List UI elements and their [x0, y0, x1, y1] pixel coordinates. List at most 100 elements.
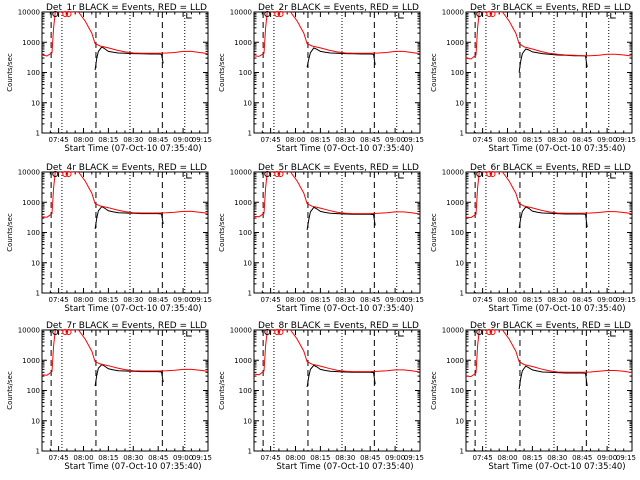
series-line-lld	[466, 12, 632, 60]
x-tick-label: 09:15	[192, 136, 212, 144]
series-line-lld	[42, 172, 208, 218]
y-axis-label: Counts/sec	[430, 213, 438, 252]
y-tick-label: 1	[460, 130, 464, 138]
peak-marker	[476, 11, 483, 17]
y-axis-label: Counts/sec	[6, 53, 14, 92]
series-line-lld	[254, 172, 420, 218]
x-tick-label: 07:45	[473, 136, 493, 144]
x-tick-label: 09:00	[173, 296, 193, 304]
peak-marker	[62, 171, 69, 177]
peak-marker	[65, 11, 72, 17]
series-line-events	[518, 365, 588, 390]
y-axis-label: Counts/sec	[6, 213, 14, 252]
y-tick-label: 100	[239, 69, 252, 77]
x-tick-label: 09:00	[597, 454, 617, 462]
peak-marker	[65, 329, 72, 335]
x-tick-label: 09:15	[192, 454, 212, 462]
plot-frame	[41, 11, 209, 134]
y-tick-label: 10	[243, 99, 252, 107]
x-axis-label: Start Time (07-Oct-10 07:35:40)	[276, 462, 413, 472]
chart-title: Det_1r BLACK = Events, RED = LLD	[46, 3, 207, 13]
peak-marker	[489, 11, 496, 17]
x-tick-label: 08:30	[547, 296, 567, 304]
x-tick-label: 08:45	[360, 454, 380, 462]
y-tick-label: 10000	[230, 9, 252, 17]
y-axis-label: Counts/sec	[218, 213, 226, 252]
chart-panel-7: Det_7r BLACK = Events, RED = LLD 07:45 08:…	[6, 321, 212, 472]
peak-marker	[486, 329, 493, 335]
plot-frame	[253, 11, 421, 134]
series-line-lld	[42, 330, 208, 376]
x-tick-label: 09:00	[385, 296, 405, 304]
chart-panel-2: Det_2r BLACK = Events, RED = LLD 07:45 08:…	[218, 3, 424, 154]
y-tick-label: 10	[455, 99, 464, 107]
x-tick-label: 08:30	[123, 454, 143, 462]
x-tick-label: 08:15	[98, 454, 118, 462]
bracket-marker	[610, 331, 616, 337]
y-tick-label: 100	[27, 387, 40, 395]
chart-title: Det_8r BLACK = Events, RED = LLD	[258, 321, 419, 331]
y-tick-label: 10	[31, 259, 40, 267]
series-group	[466, 172, 632, 229]
y-tick-label: 100	[27, 229, 40, 237]
y-tick-label: 1000	[446, 39, 464, 47]
y-tick-label: 10000	[18, 327, 40, 335]
x-tick-label: 08:15	[98, 136, 118, 144]
x-tick-label: 08:00	[285, 296, 305, 304]
y-tick-label: 100	[27, 69, 40, 77]
y-tick-label: 10	[243, 259, 252, 267]
peak-marker	[274, 329, 281, 335]
y-tick-label: 1000	[22, 199, 40, 207]
series-line-events	[306, 206, 376, 231]
x-tick-label: 08:30	[547, 136, 567, 144]
chart-panel-6: Det_6r BLACK = Events, RED = LLD 07:45 08:…	[430, 163, 636, 314]
x-tick-label: 08:45	[360, 136, 380, 144]
series-line-lld	[254, 12, 420, 57]
peak-marker	[486, 11, 493, 17]
x-axis-label: Start Time (07-Oct-10 07:35:40)	[64, 144, 201, 154]
x-tick-label: 09:00	[173, 136, 193, 144]
x-tick-label: 08:00	[73, 136, 93, 144]
series-line-events	[518, 206, 588, 229]
peak-marker	[277, 11, 284, 17]
x-tick-label: 09:15	[404, 136, 424, 144]
x-tick-label: 09:15	[404, 454, 424, 462]
bracket-marker	[186, 173, 192, 179]
series-line-lld	[42, 12, 208, 57]
series-group	[466, 330, 632, 390]
y-tick-label: 1	[460, 448, 464, 456]
x-tick-label: 09:00	[597, 296, 617, 304]
series-group	[42, 330, 208, 387]
y-tick-label: 10	[31, 99, 40, 107]
peak-marker	[476, 329, 483, 335]
y-tick-label: 10000	[18, 169, 40, 177]
y-tick-label: 1000	[234, 357, 252, 365]
y-tick-label: 1000	[234, 199, 252, 207]
peak-marker	[62, 329, 69, 335]
plot-frame	[465, 11, 633, 134]
x-tick-label: 09:00	[173, 454, 193, 462]
y-tick-label: 1	[248, 130, 252, 138]
bracket-marker	[186, 331, 192, 337]
chart-title: Det_9r BLACK = Events, RED = LLD	[470, 321, 631, 331]
y-tick-label: 10000	[442, 327, 464, 335]
peak-marker	[52, 11, 59, 17]
x-axis-label: Start Time (07-Oct-10 07:35:40)	[276, 144, 413, 154]
bracket-marker	[398, 331, 404, 337]
peak-marker	[277, 329, 284, 335]
x-tick-label: 09:00	[385, 136, 405, 144]
y-tick-label: 10	[243, 417, 252, 425]
chart-panel-4: Det_4r BLACK = Events, RED = LLD 07:45 08:…	[6, 163, 212, 314]
y-tick-label: 10000	[18, 9, 40, 17]
chart-panel-5: Det_5r BLACK = Events, RED = LLD 07:45 08:…	[218, 163, 424, 314]
y-tick-label: 100	[239, 387, 252, 395]
x-tick-label: 08:15	[98, 296, 118, 304]
x-axis-label: Start Time (07-Oct-10 07:35:40)	[64, 462, 201, 472]
x-tick-label: 08:45	[572, 454, 592, 462]
x-tick-label: 09:15	[192, 296, 212, 304]
bracket-marker	[398, 173, 404, 179]
x-tick-label: 08:45	[148, 136, 168, 144]
chart-panel-8: Det_8r BLACK = Events, RED = LLD 07:45 08:…	[218, 321, 424, 472]
series-line-events	[306, 47, 376, 68]
chart-title: Det_2r BLACK = Events, RED = LLD	[258, 3, 419, 13]
